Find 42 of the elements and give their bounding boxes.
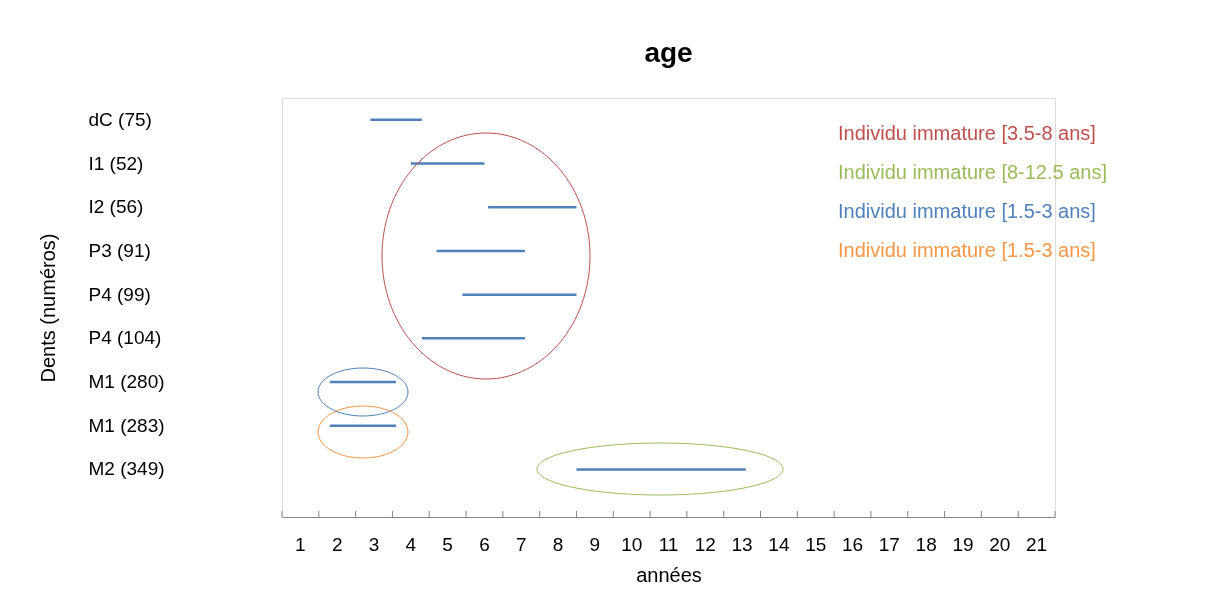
x-tick-label: 7 xyxy=(515,534,527,555)
x-tick-label: 20 xyxy=(989,534,1011,555)
x-tick-label: 2 xyxy=(331,534,343,555)
y-tick-label: P3 (91) xyxy=(88,239,151,261)
x-tick-label: 13 xyxy=(731,534,753,555)
bar xyxy=(410,162,485,165)
x-tick-label: 5 xyxy=(442,534,453,555)
x-tick-label: 14 xyxy=(768,534,790,555)
x-axis-title: années xyxy=(636,563,702,586)
x-tick-label: 16 xyxy=(841,534,864,555)
x-tick-label: 15 xyxy=(805,534,827,555)
x-tick-label: 1 xyxy=(295,534,306,555)
chart-title: age xyxy=(644,37,693,68)
annotation: Individu immature [8-12.5 ans] xyxy=(838,161,1108,183)
x-tick-label: 3 xyxy=(368,534,380,555)
annotation: Individu immature [1.5-3 ans] xyxy=(838,239,1096,261)
x-tick-label: 17 xyxy=(878,534,900,555)
bar xyxy=(462,293,577,296)
y-tick-label: M1 (283) xyxy=(88,414,165,436)
x-tick-label: 10 xyxy=(621,534,643,555)
x-tick-label: 6 xyxy=(479,534,490,555)
y-tick-label: M1 (280) xyxy=(88,371,165,393)
y-axis-title: Dents (numéros) xyxy=(36,233,59,383)
y-tick-label: P4 (104) xyxy=(88,327,162,349)
x-tick-label: 18 xyxy=(915,534,937,555)
x-tick-label: 8 xyxy=(552,534,564,555)
x-tick-label: 4 xyxy=(405,534,417,555)
y-tick-label: dC (75) xyxy=(88,108,152,130)
bar xyxy=(421,337,525,340)
y-tick-label: P4 (99) xyxy=(88,283,151,305)
bar xyxy=(576,468,746,471)
bar xyxy=(488,206,577,209)
x-tick-label: 21 xyxy=(1026,534,1048,555)
y-tick-label: M2 (349) xyxy=(88,458,165,480)
y-tick-label: I2 (56) xyxy=(88,196,144,218)
annotation: Individu immature [1.5-3 ans] xyxy=(838,200,1096,222)
x-tick-label: 9 xyxy=(589,534,601,555)
x-tick-label: 12 xyxy=(694,534,716,555)
y-tick-label: I1 (52) xyxy=(88,152,144,174)
x-tick-label: 19 xyxy=(952,534,974,555)
annotation: Individu immature [3.5-8 ans] xyxy=(838,122,1096,144)
x-tick-label: 11 xyxy=(658,534,679,555)
